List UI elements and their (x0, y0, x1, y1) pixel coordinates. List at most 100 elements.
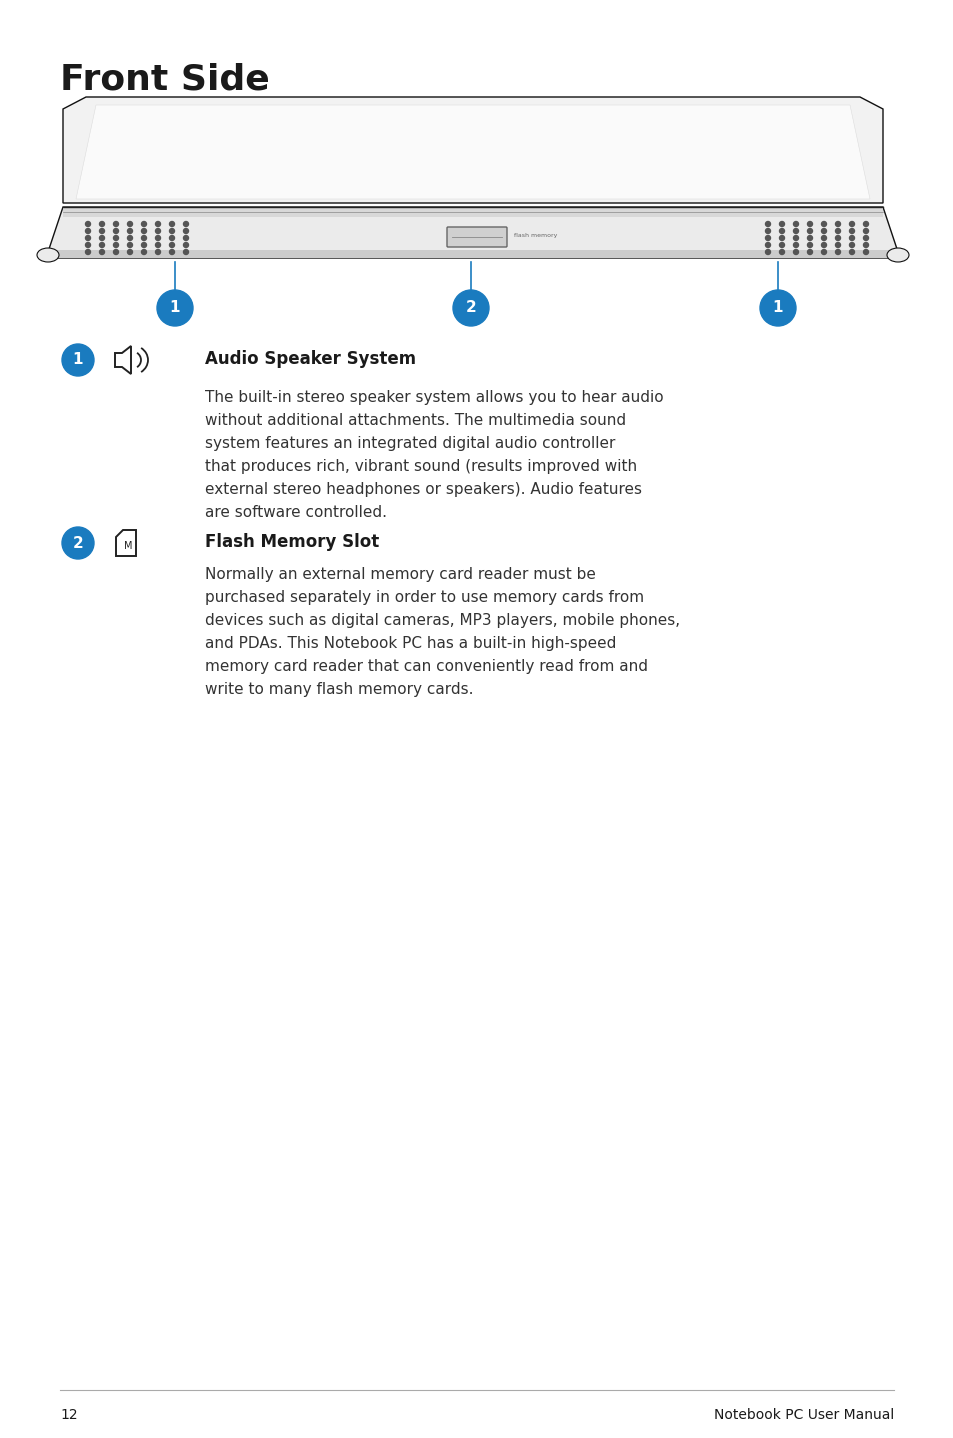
Ellipse shape (453, 290, 489, 326)
Circle shape (806, 250, 812, 255)
Ellipse shape (760, 290, 795, 326)
Text: 1: 1 (170, 301, 180, 315)
Circle shape (99, 243, 105, 247)
Circle shape (170, 250, 174, 255)
Text: M: M (124, 541, 132, 551)
Circle shape (821, 236, 825, 240)
Circle shape (183, 236, 189, 240)
Circle shape (779, 250, 783, 255)
Circle shape (848, 243, 854, 247)
Polygon shape (63, 96, 882, 203)
Circle shape (862, 221, 867, 227)
Circle shape (806, 243, 812, 247)
Circle shape (170, 236, 174, 240)
Circle shape (86, 221, 91, 227)
Text: Audio Speaker System: Audio Speaker System (205, 349, 416, 368)
Ellipse shape (62, 526, 94, 559)
Circle shape (821, 250, 825, 255)
Polygon shape (46, 207, 899, 257)
Circle shape (835, 250, 840, 255)
Circle shape (183, 221, 189, 227)
Circle shape (141, 236, 147, 240)
Circle shape (835, 236, 840, 240)
Circle shape (848, 236, 854, 240)
Polygon shape (63, 207, 882, 217)
Circle shape (793, 221, 798, 227)
Circle shape (141, 243, 147, 247)
Circle shape (155, 229, 160, 233)
Circle shape (764, 250, 770, 255)
Circle shape (793, 236, 798, 240)
Circle shape (835, 221, 840, 227)
Circle shape (170, 229, 174, 233)
Circle shape (170, 243, 174, 247)
Circle shape (835, 229, 840, 233)
Circle shape (764, 236, 770, 240)
Circle shape (779, 229, 783, 233)
Text: external stereo headphones or speakers). Audio features: external stereo headphones or speakers).… (205, 482, 641, 498)
Text: The built-in stereo speaker system allows you to hear audio: The built-in stereo speaker system allow… (205, 390, 663, 406)
Circle shape (764, 243, 770, 247)
Circle shape (821, 221, 825, 227)
Circle shape (793, 243, 798, 247)
Circle shape (99, 250, 105, 255)
Polygon shape (46, 250, 899, 257)
Circle shape (848, 229, 854, 233)
Circle shape (99, 221, 105, 227)
Circle shape (128, 236, 132, 240)
Circle shape (835, 243, 840, 247)
Text: flash memory: flash memory (514, 233, 557, 237)
Circle shape (86, 236, 91, 240)
Circle shape (113, 243, 118, 247)
Circle shape (155, 250, 160, 255)
Circle shape (821, 243, 825, 247)
Circle shape (764, 229, 770, 233)
Circle shape (848, 250, 854, 255)
Circle shape (99, 236, 105, 240)
Circle shape (862, 243, 867, 247)
Circle shape (793, 250, 798, 255)
Text: Notebook PC User Manual: Notebook PC User Manual (713, 1408, 893, 1422)
Polygon shape (76, 105, 869, 198)
Circle shape (86, 250, 91, 255)
Circle shape (764, 221, 770, 227)
Circle shape (170, 221, 174, 227)
Circle shape (113, 221, 118, 227)
Text: Normally an external memory card reader must be: Normally an external memory card reader … (205, 567, 596, 582)
Ellipse shape (886, 247, 908, 262)
Ellipse shape (37, 247, 59, 262)
Text: that produces rich, vibrant sound (results improved with: that produces rich, vibrant sound (resul… (205, 459, 637, 475)
Circle shape (141, 250, 147, 255)
Text: Flash Memory Slot: Flash Memory Slot (205, 533, 379, 551)
Circle shape (806, 229, 812, 233)
Circle shape (113, 236, 118, 240)
Text: 1: 1 (72, 352, 83, 368)
Circle shape (862, 236, 867, 240)
Ellipse shape (157, 290, 193, 326)
Text: are software controlled.: are software controlled. (205, 505, 387, 521)
Circle shape (806, 221, 812, 227)
Circle shape (793, 229, 798, 233)
Circle shape (99, 229, 105, 233)
Circle shape (183, 243, 189, 247)
Circle shape (113, 229, 118, 233)
Circle shape (155, 221, 160, 227)
Circle shape (155, 236, 160, 240)
Circle shape (821, 229, 825, 233)
Text: system features an integrated digital audio controller: system features an integrated digital au… (205, 436, 615, 452)
Circle shape (806, 236, 812, 240)
Text: 12: 12 (60, 1408, 77, 1422)
Text: write to many flash memory cards.: write to many flash memory cards. (205, 682, 473, 697)
Circle shape (183, 229, 189, 233)
Circle shape (848, 221, 854, 227)
Circle shape (183, 250, 189, 255)
Circle shape (128, 243, 132, 247)
Circle shape (128, 250, 132, 255)
Text: 2: 2 (72, 535, 83, 551)
Circle shape (779, 243, 783, 247)
Circle shape (155, 243, 160, 247)
Text: memory card reader that can conveniently read from and: memory card reader that can conveniently… (205, 659, 647, 674)
Text: and PDAs. This Notebook PC has a built-in high-speed: and PDAs. This Notebook PC has a built-i… (205, 636, 616, 651)
Circle shape (86, 229, 91, 233)
Text: Front Side: Front Side (60, 62, 270, 96)
